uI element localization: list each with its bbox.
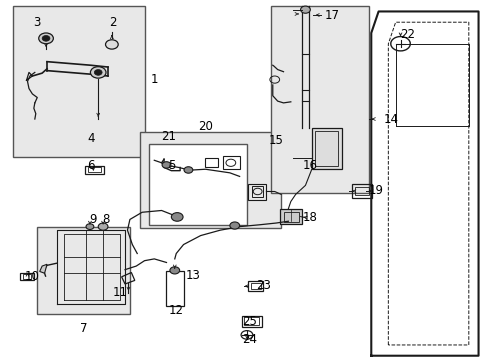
Bar [85,166,104,174]
Text: 18: 18 [302,211,317,224]
Bar [149,144,246,225]
Bar [37,226,130,315]
Circle shape [171,213,183,221]
Bar [140,132,281,228]
Circle shape [90,67,106,78]
Text: 1: 1 [150,73,158,86]
Text: 25: 25 [242,315,256,328]
Bar [22,274,31,279]
Text: 23: 23 [256,279,271,292]
Text: 5: 5 [167,159,175,172]
Bar [205,158,217,167]
Bar [166,271,183,306]
Polygon shape [40,264,47,273]
Bar [88,167,101,172]
Bar [13,6,144,157]
Bar [315,131,337,166]
Text: 11: 11 [112,287,127,300]
Text: 13: 13 [185,269,201,282]
Text: 10: 10 [25,270,40,283]
Text: 16: 16 [302,159,317,172]
Bar [280,210,302,224]
Text: 24: 24 [242,333,256,346]
Text: 7: 7 [80,322,87,335]
Circle shape [42,36,50,41]
Bar [354,187,368,195]
Text: 17: 17 [324,9,339,22]
Text: 15: 15 [268,134,283,147]
Text: 19: 19 [368,184,383,197]
Circle shape [229,222,239,229]
Bar [250,283,260,289]
Bar [283,212,299,222]
Circle shape [183,167,192,173]
Circle shape [169,267,179,274]
Bar [251,186,263,197]
Bar [271,6,368,193]
Text: 20: 20 [198,120,212,133]
Circle shape [105,40,118,49]
Text: 12: 12 [168,305,183,318]
Text: 2: 2 [109,16,116,29]
Bar [222,156,239,169]
Text: 6: 6 [87,159,95,172]
Text: 3: 3 [34,16,41,29]
Circle shape [86,224,94,229]
Bar [244,318,259,325]
Text: 9: 9 [89,213,97,226]
Circle shape [98,223,108,230]
Bar [248,281,263,291]
Text: 8: 8 [102,213,109,226]
Text: 14: 14 [383,113,397,126]
Text: 22: 22 [400,28,414,41]
Bar [311,128,341,169]
Circle shape [300,6,310,13]
Text: 21: 21 [161,130,176,144]
Text: 4: 4 [87,132,95,145]
Circle shape [162,162,170,168]
Bar [242,316,261,327]
Bar [248,184,266,200]
Circle shape [39,33,53,44]
Bar [20,273,34,280]
Bar [351,184,371,198]
Circle shape [94,69,102,75]
